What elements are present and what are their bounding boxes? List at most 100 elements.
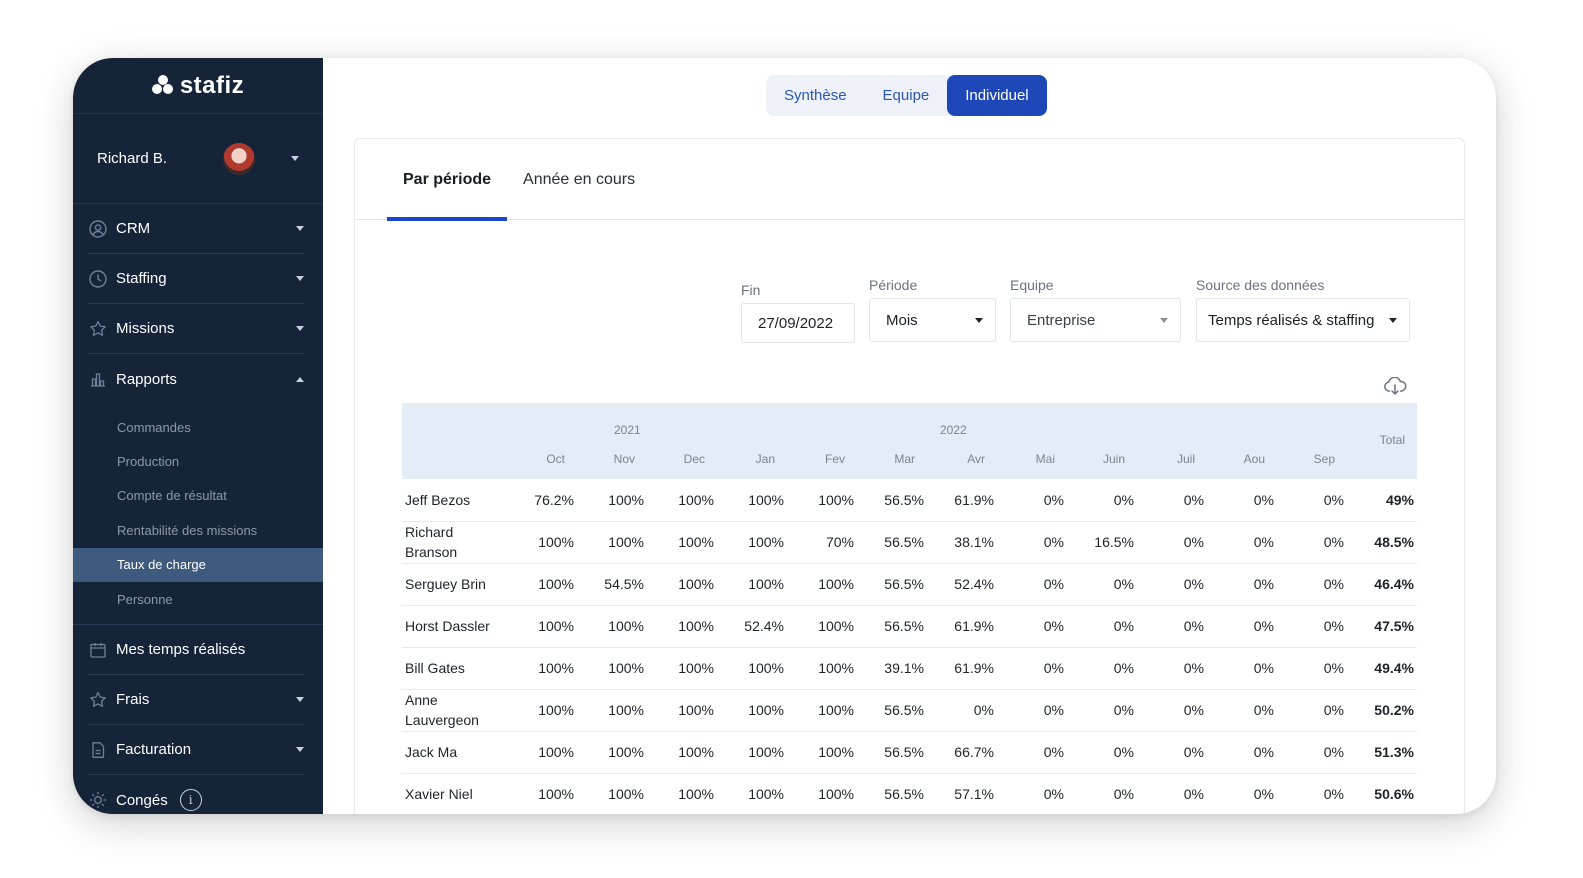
sidebar-item-label: Missions [116,320,175,337]
bar-chart-icon [88,369,108,389]
table-row: Horst Dassler 100% 100% 100% 52.4% 100% 56.5% 6… [402,605,1417,648]
workload-cell: 0% [1137,605,1207,648]
workload-cell: 0% [1067,647,1137,690]
sidebar-subitem-production[interactable]: Production [117,454,180,470]
sidebar-item-staffing[interactable]: Staffing [88,254,304,304]
sidebar-subitem-commandes[interactable]: Commandes [117,419,191,435]
main-content: Synthèse Equipe Individuel Par période A… [323,58,1496,814]
sidebar-subitem-rentabilite[interactable]: Rentabilité des missions [117,522,258,538]
sidebar-item-missions[interactable]: Missions [88,304,304,354]
sidebar-item-facturation[interactable]: Facturation [88,725,304,776]
workload-cell: 100% [507,731,577,774]
sidebar-item-conges[interactable]: Congés i [88,775,304,814]
sidebar-subitem-compte-de-resultat[interactable]: Compte de résultat [117,488,227,504]
workload-cell: 100% [507,689,577,732]
clock-icon [88,269,108,289]
filter-equipe-label: Equipe [1010,277,1054,293]
table-row: Bill Gates 100% 100% 100% 100% 100% 39.1% 61.9%… [402,647,1417,690]
workload-cell: 0% [1207,479,1277,522]
sidebar-subitem-taux-de-charge[interactable]: Taux de charge [73,547,323,582]
workload-cell: 0% [1137,689,1207,732]
data-source-value: Temps réalisés & staffing [1208,311,1375,329]
workload-cell: 0% [1207,731,1277,774]
app-window: stafiz Richard B. CRM Staffing [73,58,1496,814]
workload-cell: 100% [647,773,717,814]
sidebar-item-crm[interactable]: CRM [88,204,304,254]
table-row: Xavier Niel 100% 100% 100% 100% 100% 56.5% 57.1… [402,773,1417,814]
month-header: Juin [1102,452,1125,466]
sidebar-item-label: Staffing [116,270,167,287]
workload-cell: 0% [997,689,1067,732]
workload-cell: 0% [1207,521,1277,564]
chevron-down-icon [975,317,983,323]
team-select-value: Entreprise [1027,311,1096,329]
sidebar-item-frais[interactable]: Frais [88,675,304,726]
avatar [223,142,255,175]
workload-cell: 0% [1277,647,1347,690]
workload-cell: 100% [647,521,717,564]
info-icon[interactable]: i [179,789,202,812]
tab-annee-en-cours[interactable]: Année en cours [523,170,636,188]
workload-cell: 100% [577,647,647,690]
sidebar-item-label: Facturation [116,741,192,759]
workload-cell: 0% [1137,521,1207,564]
workload-cell: 0% [1277,773,1347,814]
workload-cell: 56.5% [857,605,927,648]
table-year-row: 2021 2022 Total [402,403,1417,447]
sidebar-item-rapports[interactable]: Rapports [88,354,304,404]
employee-name: Bill Gates [402,647,507,690]
workload-cell: 100% [717,479,787,522]
total-cell: 48.5% [1347,521,1417,564]
workload-cell: 100% [717,689,787,732]
sidebar-item-label: Frais [116,691,150,709]
workload-cell: 0% [997,731,1067,774]
workload-cell: 52.4% [927,563,997,606]
workload-cell: 100% [647,689,717,732]
workload-table: 2021 2022 Total Oct Nov Dec Jan Fev Mar [402,403,1417,814]
user-menu[interactable]: Richard B. [73,114,323,204]
view-individuel-button[interactable]: Individuel [947,75,1047,116]
view-switcher: Synthèse Equipe Individuel [766,75,1047,116]
filter-periode: Période Mois [869,277,996,342]
workload-cell: 61.9% [927,605,997,648]
month-header: Aou [1243,452,1265,466]
data-source-select[interactable]: Temps réalisés & staffing [1196,298,1410,342]
chevron-down-icon [296,226,304,231]
workload-cell: 57.1% [927,773,997,814]
workload-cell: 100% [787,689,857,732]
workload-cell: 56.5% [857,479,927,522]
end-date-field[interactable]: 27/09/2022 [741,303,855,343]
sun-icon [88,790,108,810]
workload-cell: 0% [997,647,1067,690]
sidebar-item-label: Rapports [116,370,177,388]
workload-cell: 56.5% [857,689,927,732]
workload-cell: 0% [1207,647,1277,690]
document-icon [88,740,108,760]
period-select-value: Mois [886,311,918,329]
month-header: Dec [683,452,705,466]
workload-cell: 100% [577,689,647,732]
view-synthese-button[interactable]: Synthèse [784,87,847,104]
workload-cell: 0% [1067,773,1137,814]
tab-par-periode[interactable]: Par période [387,139,508,221]
sidebar-subitem-personne[interactable]: Personne [117,591,173,607]
month-header: Fev [824,452,845,466]
month-header: Sep [1313,452,1335,466]
workload-cell: 52.4% [717,605,787,648]
cloud-download-icon[interactable] [1383,376,1407,395]
period-select[interactable]: Mois [869,298,996,342]
employee-name: Anne Lauvergeon [402,689,507,732]
total-cell: 51.3% [1347,731,1417,774]
workload-cell: 0% [1137,647,1207,690]
team-select[interactable]: Entreprise [1010,298,1181,342]
year-2021: 2021 [614,423,641,437]
sidebar-item-mes-temps[interactable]: Mes temps réalisés [88,625,304,676]
view-equipe-button[interactable]: Equipe [882,87,930,104]
chevron-up-icon [296,376,304,382]
filter-fin: Fin 27/09/2022 [741,282,855,343]
total-header: Total [1379,433,1405,447]
sidebar-item-label: Congés [116,791,168,809]
workload-cell: 100% [717,731,787,774]
workload-cell: 0% [1067,563,1137,606]
logo[interactable]: stafiz [73,58,323,114]
